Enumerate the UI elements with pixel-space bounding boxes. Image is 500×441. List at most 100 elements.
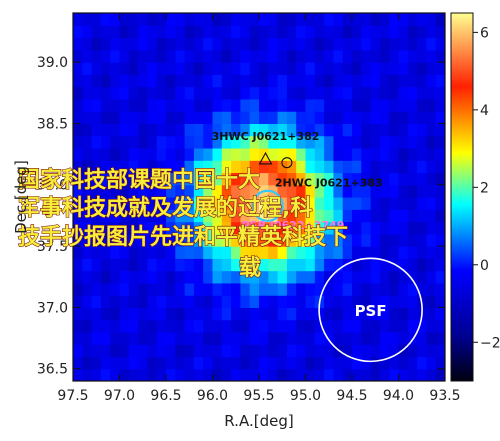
heatmap-cell <box>296 246 307 259</box>
heatmap-cell <box>221 172 232 186</box>
heatmap-cell <box>286 98 297 112</box>
heatmap-cell <box>286 135 297 149</box>
heatmap-cell <box>296 184 307 198</box>
heatmap-cell <box>100 86 111 100</box>
heatmap-cell <box>73 246 83 259</box>
heatmap-cell <box>166 86 176 100</box>
heatmap-cell <box>305 160 316 174</box>
heatmap-cell <box>407 123 418 137</box>
heatmap-cell <box>352 160 362 174</box>
heatmap-cell <box>398 49 409 63</box>
heatmap-cell <box>296 282 307 296</box>
heatmap-cell <box>389 172 400 186</box>
heatmap-cell <box>324 356 334 370</box>
heatmap-cell <box>296 25 307 39</box>
heatmap-cell <box>286 111 297 124</box>
heatmap-cell <box>73 160 83 174</box>
heatmap-cell <box>324 62 334 75</box>
heatmap-cell <box>286 13 297 14</box>
heatmap-cell <box>82 233 93 247</box>
heatmap-cell <box>342 319 353 333</box>
heatmap-cell <box>333 184 344 198</box>
heatmap-cell <box>240 344 251 358</box>
heatmap-cell <box>296 111 307 124</box>
heatmap-cell <box>277 62 288 75</box>
heatmap-cell <box>119 197 130 210</box>
heatmap-cell <box>221 62 232 75</box>
heatmap-cell <box>193 49 204 63</box>
heatmap-cell <box>324 123 334 137</box>
heatmap-cell <box>147 13 158 26</box>
heatmap-cell <box>175 135 186 149</box>
heatmap-cell <box>110 307 121 321</box>
heatmap-cell <box>166 184 176 198</box>
x-tick-label: 97.5 <box>57 388 88 404</box>
heatmap-cell <box>156 111 167 124</box>
heatmap-cell <box>156 123 167 137</box>
heatmap-cell <box>212 160 223 174</box>
heatmap-cell <box>73 319 83 333</box>
heatmap-cell <box>212 356 223 370</box>
heatmap-cell <box>352 49 362 63</box>
heatmap-cell <box>435 258 445 272</box>
heatmap-cell <box>407 270 418 284</box>
heatmap-cell <box>398 37 409 51</box>
heatmap-cell <box>82 307 93 321</box>
heatmap-cell <box>389 246 400 259</box>
heatmap-cell <box>147 246 158 259</box>
heatmap-cell <box>166 62 176 75</box>
heatmap-cell <box>324 307 334 321</box>
heatmap-cell <box>259 74 269 88</box>
heatmap-cell <box>203 319 214 333</box>
heatmap-cell <box>119 135 130 149</box>
heatmap-cell <box>426 160 437 174</box>
heatmap-cell <box>193 356 204 370</box>
heatmap-cell <box>333 233 344 247</box>
heatmap-cell <box>305 368 316 381</box>
heatmap-cell <box>119 62 130 75</box>
heatmap-cell <box>398 74 409 88</box>
heatmap-cell <box>435 331 445 345</box>
heatmap-cell <box>370 123 381 137</box>
heatmap-cell <box>249 49 260 63</box>
heatmap-cell <box>166 25 176 39</box>
heatmap-cell <box>342 62 353 75</box>
heatmap-cell <box>286 258 297 272</box>
heatmap-cell <box>147 37 158 51</box>
heatmap-cell <box>417 135 427 149</box>
heatmap-cell <box>110 331 121 345</box>
heatmap-cell <box>203 184 214 198</box>
heatmap-cell <box>305 49 316 63</box>
heatmap-cell <box>314 331 325 345</box>
heatmap-cell <box>166 246 176 259</box>
heatmap-cell <box>193 135 204 149</box>
heatmap-cell <box>305 319 316 333</box>
heatmap-cell <box>166 295 176 308</box>
heatmap-cell <box>212 258 223 272</box>
heatmap-cell <box>203 25 214 39</box>
heatmap-cell <box>398 258 409 272</box>
heatmap-cell <box>305 123 316 137</box>
heatmap-cell <box>221 123 232 137</box>
heatmap-cell <box>91 49 102 63</box>
x-axis-label: R.A.[deg] <box>224 412 293 430</box>
heatmap-cell <box>379 98 390 112</box>
heatmap-cell <box>175 246 186 259</box>
heatmap-cell <box>184 295 195 308</box>
heatmap-cell <box>184 221 195 235</box>
heatmap-cell <box>100 282 111 296</box>
heatmap-cell <box>370 111 381 124</box>
heatmap-cell <box>435 246 445 259</box>
heatmap-cell <box>73 258 83 272</box>
heatmap-cell <box>110 49 121 63</box>
heatmap-cell <box>314 13 325 14</box>
heatmap-cell <box>221 184 232 198</box>
heatmap-cell <box>370 368 381 381</box>
heatmap-cell <box>435 184 445 198</box>
heatmap-cell <box>128 233 139 247</box>
heatmap-cell <box>166 307 176 321</box>
colorbar-ticks: −2 0 2 4 6 <box>473 25 500 351</box>
heatmap-cell <box>73 147 83 161</box>
heatmap-cell <box>389 160 400 174</box>
heatmap-cell <box>361 86 372 100</box>
